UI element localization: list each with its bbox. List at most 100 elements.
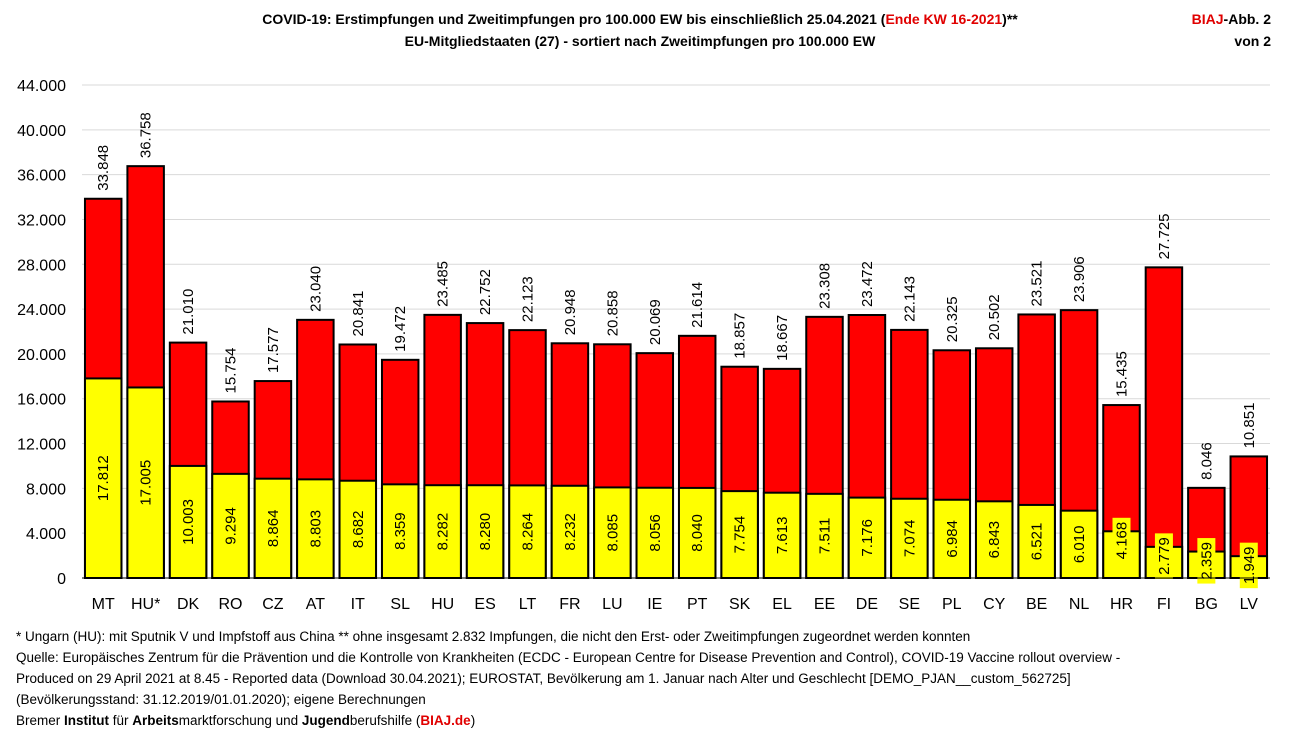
data-label-second: 17.005	[138, 460, 155, 506]
data-label-second: 6.521	[1029, 523, 1046, 561]
x-tick-label: PT	[687, 596, 708, 613]
data-label-first: 20.325	[944, 296, 961, 342]
x-tick-label: RO	[219, 596, 243, 613]
x-tick-label: BG	[1195, 596, 1218, 613]
title-text: COVID-19: Erstimpfungen und Zweitimpfung…	[262, 11, 886, 27]
data-label-second: 7.754	[732, 516, 749, 554]
data-label-bg	[1112, 517, 1131, 564]
data-label-first: 23.472	[859, 261, 876, 307]
data-label-second: 8.359	[392, 512, 409, 550]
data-label-first: 23.040	[307, 266, 324, 312]
footnote-source-1: Quelle: Europäisches Zentrum für die Prä…	[16, 650, 1121, 665]
y-tick-label: 16.000	[17, 392, 66, 409]
data-label-second: 2.359	[1198, 542, 1215, 580]
data-label-bg	[1027, 518, 1046, 565]
data-label-second: 8.280	[477, 513, 494, 551]
x-tick-label: DK	[177, 596, 200, 613]
title-line-1: COVID-19: Erstimpfungen und Zweitimpfung…	[150, 8, 1130, 30]
title-week: Ende KW 16-2021	[885, 11, 1003, 27]
data-label-second: 10.003	[180, 499, 197, 545]
pub-6: Jugend	[301, 713, 350, 728]
x-tick-label: PL	[942, 596, 962, 613]
data-label-first: 23.521	[1029, 261, 1046, 307]
data-label-second: 7.176	[859, 519, 876, 557]
badge-brand: BIAJ	[1191, 11, 1224, 27]
data-label-bg	[985, 516, 1004, 563]
x-tick-label: CZ	[262, 596, 284, 613]
data-label-second: 4.168	[1114, 522, 1131, 560]
pub-9: )	[470, 713, 476, 728]
data-label-second: 6.843	[986, 521, 1003, 559]
bar-chart: 0 4.000 8.000 12.000 16.000 20.000 24.000 28.00…	[17, 78, 1270, 613]
pub-2: Institut	[64, 713, 110, 728]
data-label-second: 7.074	[901, 520, 918, 558]
data-label-first: 21.010	[180, 289, 197, 335]
bar-second-dose	[253, 477, 293, 580]
data-label-first: 23.906	[1071, 256, 1088, 302]
bar-second-dose	[635, 486, 675, 579]
biaj-link[interactable]: BIAJ.de	[420, 713, 471, 728]
chart-title: COVID-19: Erstimpfungen und Zweitimpfung…	[150, 8, 1130, 52]
data-label-second: 17.812	[95, 455, 112, 501]
data-label-second: 8.803	[307, 510, 324, 548]
data-label-first: 19.472	[392, 306, 409, 352]
data-label-first: 20.502	[986, 294, 1003, 340]
y-tick-label: 12.000	[17, 437, 66, 454]
pub-4: Arbeits	[132, 713, 179, 728]
data-label-first: 23.308	[817, 263, 834, 309]
title-suffix: )**	[1002, 11, 1018, 27]
y-tick-label: 36.000	[17, 168, 66, 185]
data-label-first: 10.851	[1241, 403, 1258, 449]
x-tick-label: SK	[729, 596, 751, 613]
data-label-second: 8.682	[350, 511, 367, 549]
badge-figure: -Abb. 2	[1223, 11, 1271, 27]
data-label-second: 9.294	[223, 507, 240, 545]
footnotes: * Ungarn (HU): mit Sputnik V und Impfsto…	[16, 626, 1281, 731]
data-label-first: 27.725	[1156, 213, 1173, 259]
data-label-second: 6.010	[1071, 526, 1088, 564]
bar-second-dose	[550, 484, 590, 580]
x-tick-label: SL	[390, 596, 410, 613]
bar-second-dose	[805, 492, 844, 579]
y-tick-label: 44.000	[17, 78, 66, 95]
y-tick-label: 0	[57, 571, 66, 588]
data-label-first: 22.752	[477, 269, 494, 315]
data-label-bg	[1070, 521, 1089, 568]
data-label-first: 20.841	[350, 291, 367, 337]
data-label-first: 36.758	[138, 112, 155, 158]
data-label-second: 8.264	[520, 513, 537, 551]
data-label-second: 8.040	[689, 514, 706, 552]
data-label-first: 22.123	[520, 276, 537, 322]
x-tick-label: DE	[856, 596, 878, 613]
data-label-first: 20.858	[604, 290, 621, 336]
x-tick-label: FI	[1157, 596, 1171, 613]
y-tick-label: 20.000	[17, 347, 66, 364]
x-tick-label: AT	[306, 596, 325, 613]
data-label-second: 7.613	[774, 517, 791, 555]
data-label-first: 20.948	[562, 289, 579, 335]
badge-page: von 2	[1234, 33, 1271, 49]
data-label-second: 8.864	[265, 510, 282, 548]
bar-second-dose	[932, 498, 972, 580]
x-tick-label: ES	[474, 596, 495, 613]
data-label-first: 15.435	[1114, 351, 1131, 397]
pub-7: berufshilfe (	[349, 713, 421, 728]
bar-first-dose	[1144, 266, 1184, 579]
bar-second-dose	[720, 490, 759, 580]
y-tick-label: 40.000	[17, 123, 66, 140]
bar-second-dose	[296, 478, 335, 580]
x-tick-label: BE	[1026, 596, 1047, 613]
footnote-source-2: Produced on 29 April 2021 at 8.45 - Repo…	[16, 671, 1071, 686]
bar-second-dose	[847, 496, 887, 580]
data-label-first: 20.069	[647, 299, 664, 345]
data-label-second: 6.984	[944, 520, 961, 558]
data-label-bg	[1239, 542, 1258, 589]
y-tick-label: 28.000	[17, 257, 66, 274]
bar-second-dose	[423, 484, 462, 579]
x-tick-label: FR	[559, 596, 580, 613]
data-label-second: 8.232	[562, 513, 579, 551]
x-tick-label: CY	[983, 596, 1006, 613]
x-tick-label: LV	[1240, 596, 1259, 613]
bar-second-dose	[83, 377, 123, 579]
x-tick-label: LT	[519, 596, 537, 613]
